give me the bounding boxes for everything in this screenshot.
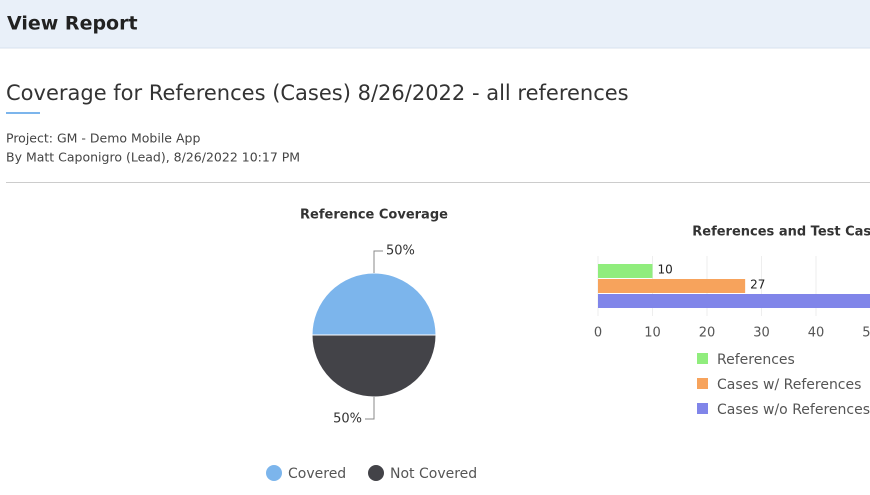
data-label: 27 [750,278,765,292]
x-tick-label: 50 [862,326,870,341]
pie-slice [311,272,437,336]
data-label: 50% [386,244,415,259]
legend-label: Not Covered [390,466,477,482]
legend-label: Cases w/o References [717,402,870,418]
legend-swatch [368,465,384,481]
pie-slice [311,334,437,398]
legend-swatch [697,403,708,414]
x-tick-label: 10 [644,326,661,341]
legend-label: Cases w/ References [717,377,861,393]
data-label: 50% [333,412,362,427]
legend-label: References [717,352,795,368]
x-tick-label: 40 [808,326,825,341]
x-tick-label: 30 [753,326,770,341]
report-project: Project: GM - Demo Mobile App [6,131,200,146]
label-leader [373,250,383,273]
bar [598,279,746,293]
x-tick-label: 20 [699,326,716,341]
legend-swatch [697,378,708,389]
report-title: Coverage for References (Cases) 8/26/202… [6,81,629,105]
bar [598,294,870,308]
title-underline [6,112,40,114]
header-bar [0,0,870,48]
legend-swatch [697,353,708,364]
data-label: 10 [658,263,673,277]
pie-title: Reference Coverage [300,208,448,223]
report-byline: By Matt Caponigro (Lead), 8/26/2022 10:1… [6,150,300,165]
header-title: View Report [7,13,138,35]
legend-label: Covered [288,466,346,482]
label-leader [365,397,375,420]
x-tick-label: 0 [594,326,602,341]
bar [598,264,653,278]
legend-swatch [266,465,282,481]
bar-title: References and Test Cases [692,225,870,240]
